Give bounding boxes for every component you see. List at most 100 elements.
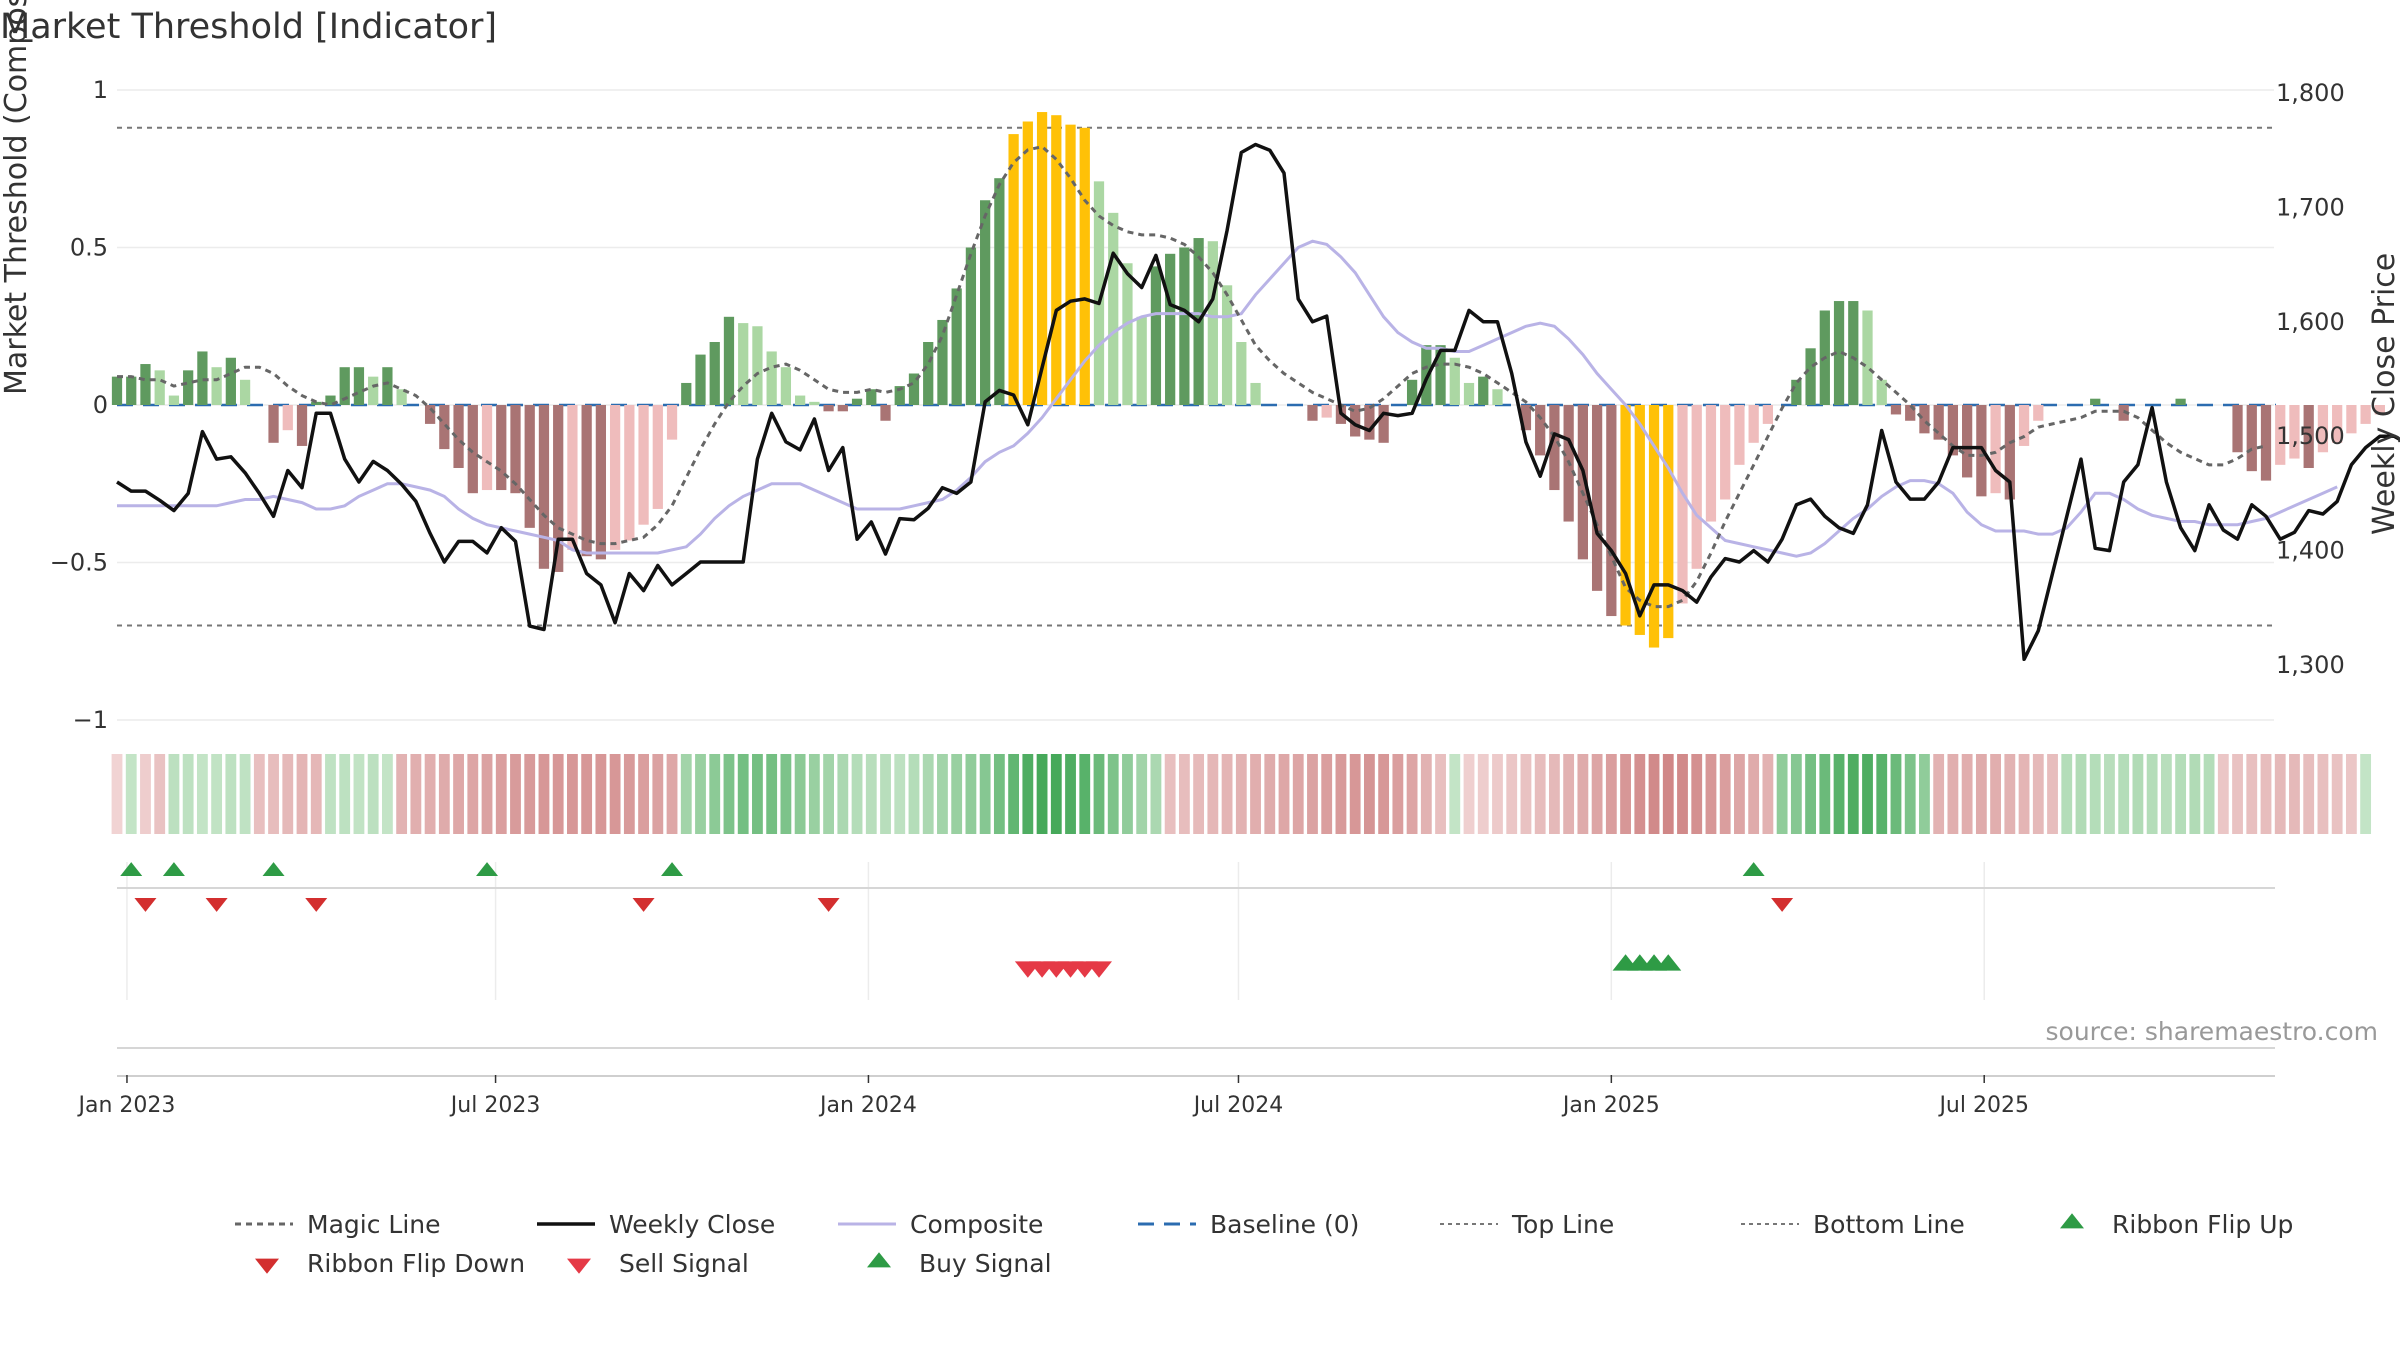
ribbon-segment	[1591, 754, 1603, 834]
ribbon-segment	[1819, 754, 1831, 834]
ribbon-segment	[2303, 754, 2315, 834]
histogram-bar	[1848, 301, 1859, 405]
histogram-bar	[239, 379, 251, 405]
x-axis-ticks: Jan 2023 Jul 2023 Jan 2024 Jul 2024 Jan 2025…	[77, 1075, 2029, 1118]
sell-signal-marker	[1085, 961, 1112, 978]
histogram-bar	[937, 319, 948, 405]
ribbon-segment	[282, 754, 294, 834]
ribbon-segment	[2232, 754, 2243, 834]
ribbon-segment	[2274, 754, 2286, 834]
histogram-bar	[510, 405, 521, 494]
ribbon-segment	[780, 754, 792, 834]
histogram-bar	[1051, 115, 1062, 405]
histogram-bar	[1150, 266, 1162, 405]
ribbon-segment	[1335, 754, 1347, 834]
histogram-bar	[524, 405, 535, 528]
histogram-bar	[837, 405, 848, 412]
ribbon-flip-up-marker	[661, 862, 684, 876]
histogram-bar	[2275, 405, 2286, 465]
ribbon-segment	[2345, 754, 2357, 834]
histogram-bar	[538, 405, 550, 569]
histogram-bar	[282, 405, 293, 431]
ribbon-segment	[1947, 754, 1959, 834]
ribbon-segment	[2075, 754, 2087, 834]
ribbon-segment	[1563, 754, 1575, 834]
legend-label: Bottom Line	[1813, 1210, 1965, 1239]
histogram-bar	[2004, 405, 2015, 500]
ribbon-segment	[1506, 754, 1518, 834]
ribbon-flip-up-marker	[162, 862, 185, 876]
histogram-bar	[1720, 405, 1731, 500]
left-tick-label: 1	[93, 76, 108, 104]
histogram-bar	[795, 395, 806, 405]
ribbon-segment	[1833, 754, 1845, 834]
right-tick-label: 1,800	[2276, 79, 2345, 107]
histogram-bar	[2332, 405, 2343, 443]
ribbon-segment	[438, 754, 450, 834]
ribbon-strip	[111, 754, 2372, 834]
histogram-bar	[453, 405, 464, 468]
histogram-bar	[1207, 241, 1218, 405]
ribbon-segment	[1719, 754, 1731, 834]
ribbon-segment	[1164, 754, 1176, 834]
histogram-bar	[1250, 382, 1261, 405]
ribbon-segment	[1136, 754, 1148, 834]
histogram-bar	[723, 316, 735, 405]
ribbon-segment	[1577, 754, 1589, 834]
histogram-bar	[1406, 379, 1418, 405]
histogram-bar	[595, 405, 607, 560]
ribbon-segment	[1435, 754, 1446, 834]
left-tick-label: 0.5	[70, 234, 108, 262]
ribbon-segment	[1492, 754, 1503, 834]
histogram-bar	[638, 405, 649, 525]
ribbon-segment	[1520, 754, 1532, 834]
histogram-bar	[1762, 405, 1774, 424]
ribbon-segment	[709, 754, 721, 834]
histogram-bar	[965, 247, 977, 405]
ribbon-segment	[581, 754, 593, 834]
histogram-bar	[1634, 405, 1645, 635]
histogram-bar	[1577, 405, 1588, 560]
ribbon-segment	[1193, 754, 1205, 834]
ribbon-segment	[865, 754, 877, 834]
ribbon-segment	[168, 754, 180, 834]
ribbon-segment	[239, 754, 251, 834]
histogram-bar	[1691, 405, 1702, 569]
ribbon-segment	[1022, 754, 1034, 834]
ribbon-segment	[808, 754, 820, 834]
histogram-bar	[1350, 405, 1361, 437]
histogram-bar	[2346, 405, 2357, 434]
legend-label: Top Line	[1511, 1210, 1614, 1239]
ribbon-segment	[851, 754, 863, 834]
ribbon-segment	[353, 754, 365, 834]
histogram-bar	[709, 342, 720, 405]
histogram-bar	[424, 405, 436, 424]
histogram-bar	[368, 376, 379, 405]
histogram-bar	[1435, 345, 1446, 405]
ribbon-segment	[1079, 754, 1091, 834]
histogram-bar	[1079, 127, 1090, 406]
ribbon-segment	[1862, 754, 1873, 834]
ribbon-segment	[154, 754, 166, 834]
ribbon-segment	[467, 754, 479, 834]
ribbon-segment	[1805, 754, 1816, 834]
right-tick-label: 1,600	[2276, 308, 2345, 336]
left-tick-label: −0.5	[50, 549, 108, 577]
ribbon-segment	[339, 754, 351, 834]
composite-line	[117, 239, 2338, 558]
x-tick-label: Jan 2025	[1561, 1093, 1660, 1118]
ribbon-flip-markers	[120, 862, 1794, 912]
histogram-bar	[1620, 405, 1631, 626]
ribbon-segment	[2289, 754, 2300, 834]
histogram-bar	[126, 376, 137, 405]
ribbon-segment	[1378, 754, 1390, 834]
ribbon-flip-down-marker	[632, 898, 655, 912]
ribbon-segment	[1406, 754, 1418, 834]
ribbon-segment	[1178, 754, 1190, 834]
ribbon-segment	[481, 754, 493, 834]
histogram-bar	[681, 382, 692, 405]
histogram-bar	[1093, 181, 1105, 405]
ribbon-segment	[1648, 754, 1660, 834]
histogram-bar	[1378, 405, 1389, 443]
